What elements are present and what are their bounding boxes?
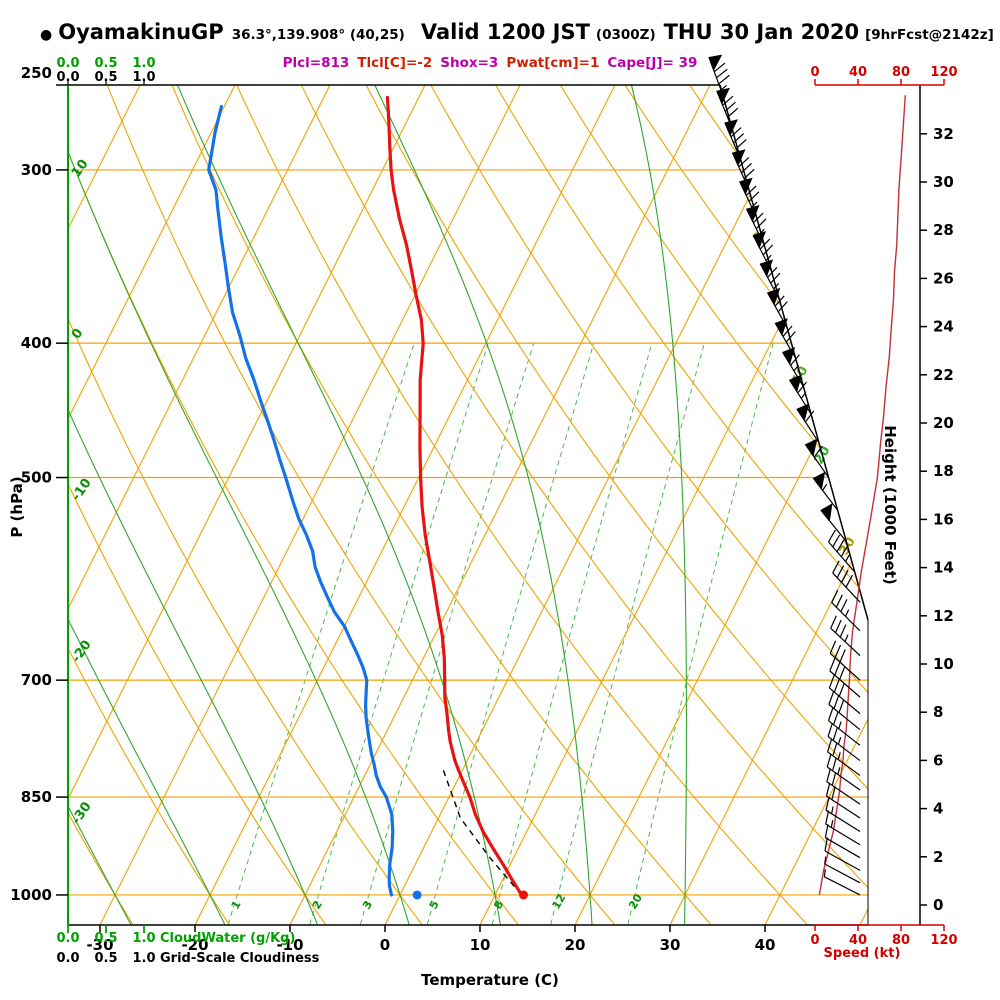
- parameter-value: Pwat[cm]=1: [506, 55, 600, 71]
- svg-text:24: 24: [933, 318, 954, 336]
- svg-text:40: 40: [849, 933, 867, 948]
- svg-text:6: 6: [933, 751, 943, 769]
- height-axis-label: Height (1000 Feet): [881, 425, 899, 585]
- cloudwater-scale-0: 0.0: [56, 56, 80, 71]
- svg-text:10: 10: [470, 936, 491, 954]
- dry-adiabat-lines: [68, 85, 868, 925]
- parameter-value: Tlcl[C]=-2: [357, 55, 433, 71]
- svg-text:80: 80: [892, 933, 910, 948]
- surface-temperature-dot: [519, 890, 529, 900]
- svg-text:120: 120: [930, 933, 957, 948]
- svg-text:500: 500: [21, 469, 52, 487]
- svg-text:8: 8: [933, 703, 943, 721]
- svg-text:120: 120: [930, 65, 957, 80]
- parameter-value: Shox=3: [440, 55, 499, 71]
- cloudiness-scale-1: 1.0: [132, 70, 156, 85]
- svg-text:32: 32: [933, 125, 954, 143]
- station-bullet-icon: ●: [40, 27, 53, 43]
- svg-text:16: 16: [933, 510, 954, 528]
- svg-text:850: 850: [21, 788, 52, 806]
- station-coords: 36.3°,139.908° (40,25): [231, 27, 405, 43]
- svg-text:5: 5: [427, 898, 442, 911]
- speed-curve: [818, 95, 906, 896]
- svg-text:1000: 1000: [10, 886, 52, 904]
- valid-date: THU 30 Jan 2020: [663, 20, 860, 44]
- svg-text:0: 0: [810, 65, 819, 80]
- svg-text:40: 40: [849, 65, 867, 80]
- svg-text:1: 1: [229, 898, 244, 911]
- temperature-axis-label: Temperature (C): [421, 971, 559, 989]
- pressure-lines: [68, 169, 868, 896]
- svg-text:-30: -30: [69, 799, 95, 827]
- svg-text:0: 0: [69, 326, 86, 342]
- dewpoint-curve: [207, 104, 395, 897]
- grid-layer: [68, 85, 868, 925]
- svg-text:0: 0: [810, 933, 819, 948]
- forecast-tag: [9hrFcst@2142z]: [865, 27, 994, 43]
- svg-text:30: 30: [660, 936, 681, 954]
- cloudwater-scale-1: 1.0: [132, 56, 156, 71]
- svg-text:12: 12: [933, 607, 954, 625]
- svg-text:-20: -20: [181, 936, 208, 954]
- cloudiness-scale-bottom-0: 0.0: [56, 951, 80, 966]
- svg-text:400: 400: [21, 334, 52, 352]
- cloudiness-scale-bottom-1: 1.0: [132, 951, 156, 966]
- svg-text:-10: -10: [69, 476, 95, 504]
- cloudiness-scale-bottom-05: 0.5: [94, 951, 118, 966]
- svg-text:-10: -10: [276, 936, 303, 954]
- cloudwater-scale-05: 0.5: [94, 56, 118, 71]
- svg-text:0: 0: [380, 936, 390, 954]
- mixing-ratio-lines: [227, 343, 774, 925]
- pressure-axis-label: P (hPa): [8, 476, 26, 538]
- svg-text:2: 2: [310, 898, 325, 911]
- svg-text:26: 26: [933, 269, 954, 287]
- valid-time: Valid 1200 JST: [420, 20, 590, 44]
- cloudiness-scale-0: 0.0: [56, 70, 80, 85]
- svg-text:14: 14: [933, 559, 954, 577]
- svg-text:250: 250: [21, 64, 52, 82]
- isotherm-lines: [68, 85, 868, 925]
- valid-zulu: (0300Z): [595, 27, 656, 43]
- svg-text:22: 22: [933, 366, 954, 384]
- svg-text:20: 20: [565, 936, 586, 954]
- svg-text:0: 0: [933, 896, 943, 914]
- svg-text:20: 20: [933, 414, 954, 432]
- svg-text:-20: -20: [69, 638, 95, 666]
- parcel-path: [442, 770, 523, 896]
- surface-dewpoint-dot: [412, 890, 422, 900]
- temperature-curve: [385, 95, 524, 897]
- cloudwater-scale-bottom-05: 0.5: [94, 931, 118, 946]
- svg-text:10: 10: [69, 157, 92, 180]
- svg-text:2: 2: [933, 848, 943, 866]
- svg-text:40: 40: [755, 936, 776, 954]
- parameters-line: Plcl=813 Tlcl[C]=-2 Shox=3 Pwat[cm]=1 Cape[J…: [40, 55, 940, 71]
- svg-text:28: 28: [933, 221, 954, 239]
- svg-text:300: 300: [21, 161, 52, 179]
- cloudwater-scale-bottom-0: 0.0: [56, 931, 80, 946]
- moist-adiabat-lines: [68, 85, 688, 925]
- wind-barbs: [708, 54, 861, 896]
- title-row: ● OyamakinuGP 36.3°,139.908° (40,25) Val…: [40, 20, 994, 44]
- svg-text:700: 700: [21, 671, 52, 689]
- svg-text:-30: -30: [86, 936, 113, 954]
- cloudwater-axis-label: CloudWater (g/Kg): [160, 931, 296, 946]
- parameter-value: Cape[J]= 39: [607, 55, 698, 71]
- speed-axis-label: Speed (kt): [823, 946, 901, 961]
- cloudiness-scale-05: 0.5: [94, 70, 118, 85]
- station-name: OyamakinuGP: [58, 20, 224, 44]
- svg-text:3: 3: [360, 898, 375, 911]
- cloudiness-axis-label: Grid-Scale Cloudiness: [160, 951, 320, 966]
- svg-text:4: 4: [933, 800, 943, 818]
- svg-text:10: 10: [933, 655, 954, 673]
- svg-text:18: 18: [933, 462, 954, 480]
- svg-text:30: 30: [933, 173, 954, 191]
- parameter-value: Plcl=813: [282, 55, 350, 71]
- axes: [56, 79, 945, 933]
- cloudwater-scale-bottom-1: 1.0: [132, 931, 156, 946]
- svg-text:80: 80: [892, 65, 910, 80]
